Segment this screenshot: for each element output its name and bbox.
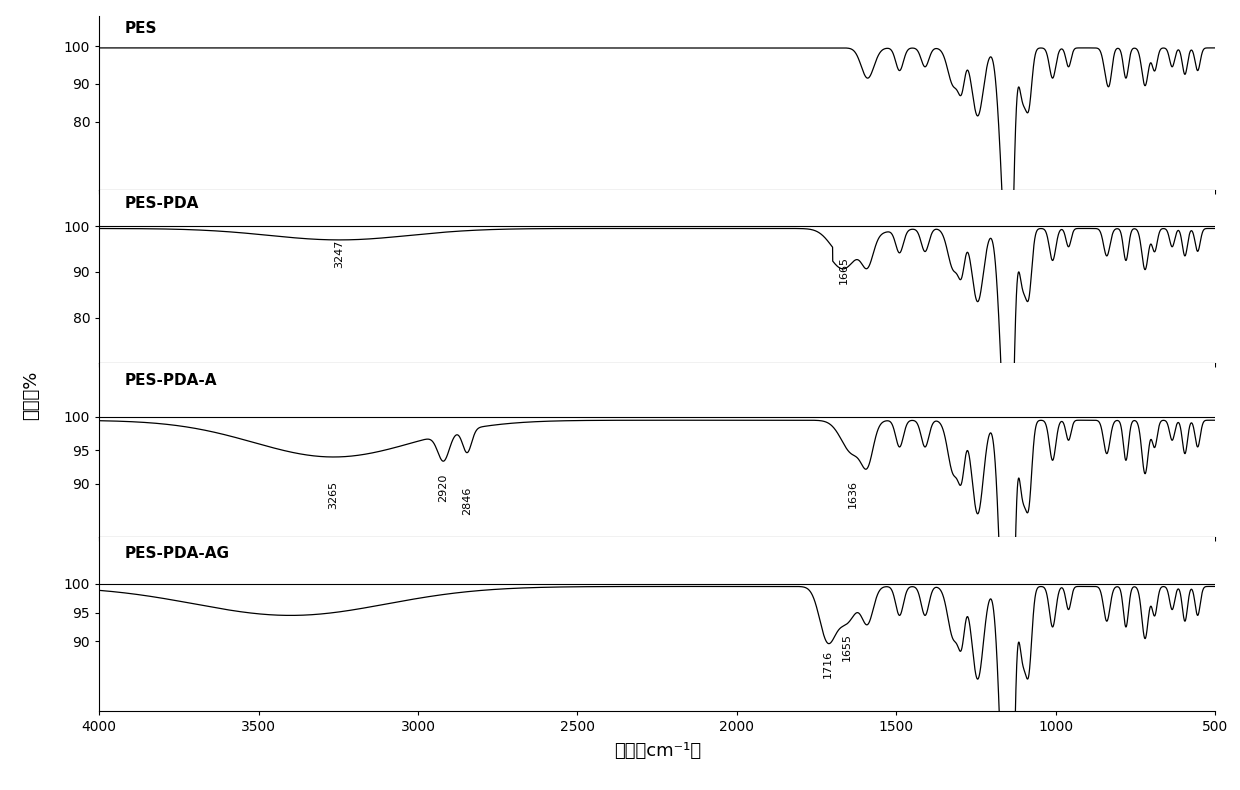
Text: 3265: 3265 xyxy=(329,480,339,509)
Text: PES-PDA-A: PES-PDA-A xyxy=(125,374,217,389)
Text: 1716: 1716 xyxy=(822,650,832,679)
X-axis label: 波数（cm⁻¹）: 波数（cm⁻¹） xyxy=(614,743,701,760)
Text: PES-PDA-AG: PES-PDA-AG xyxy=(125,546,229,561)
Text: PES-PDA: PES-PDA xyxy=(125,197,200,212)
Text: 1655: 1655 xyxy=(842,633,852,660)
Text: 1636: 1636 xyxy=(848,480,858,509)
Text: 2920: 2920 xyxy=(439,474,449,502)
Text: 透过率%: 透过率% xyxy=(22,371,40,419)
Text: 1665: 1665 xyxy=(838,256,848,284)
Text: 2846: 2846 xyxy=(463,487,472,515)
Text: PES: PES xyxy=(125,21,157,36)
Text: 3247: 3247 xyxy=(335,240,345,269)
